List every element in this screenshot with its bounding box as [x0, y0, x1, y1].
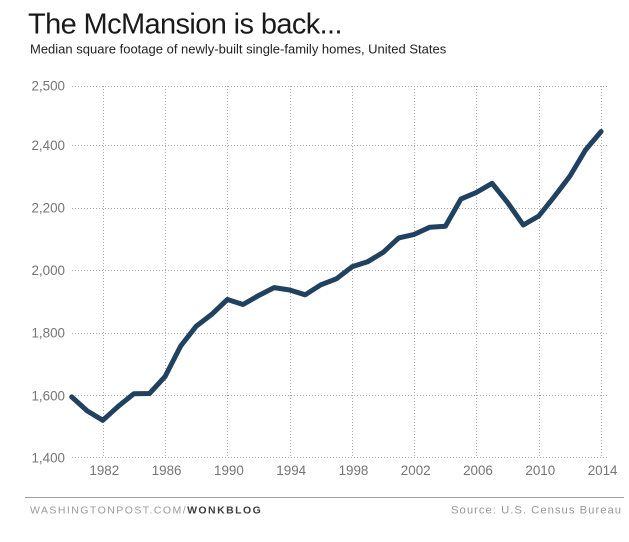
svg-text:1986: 1986 — [152, 463, 182, 478]
svg-text:2,400: 2,400 — [31, 138, 65, 153]
svg-text:Median square footage of newly: Median square footage of newly-built sin… — [30, 42, 447, 57]
svg-text:1,400: 1,400 — [31, 450, 65, 465]
svg-text:2,500: 2,500 — [31, 79, 65, 94]
svg-text:2002: 2002 — [401, 463, 431, 478]
svg-text:2006: 2006 — [463, 463, 493, 478]
svg-text:WASHINGTONPOST.COM/WONKBLOG: WASHINGTONPOST.COM/WONKBLOG — [30, 505, 262, 517]
svg-text:2014: 2014 — [588, 463, 618, 478]
svg-text:2,200: 2,200 — [31, 200, 65, 215]
svg-text:Source: U.S. Census Bureau: Source: U.S. Census Bureau — [451, 505, 622, 517]
svg-text:1,600: 1,600 — [31, 388, 65, 403]
svg-text:1994: 1994 — [276, 463, 306, 478]
svg-text:2,000: 2,000 — [31, 263, 65, 278]
svg-text:1982: 1982 — [89, 463, 119, 478]
svg-text:1990: 1990 — [214, 463, 244, 478]
svg-text:The McMansion is back...: The McMansion is back... — [28, 9, 342, 41]
svg-text:1,800: 1,800 — [31, 326, 65, 341]
svg-text:2010: 2010 — [525, 463, 555, 478]
svg-text:1998: 1998 — [339, 463, 369, 478]
